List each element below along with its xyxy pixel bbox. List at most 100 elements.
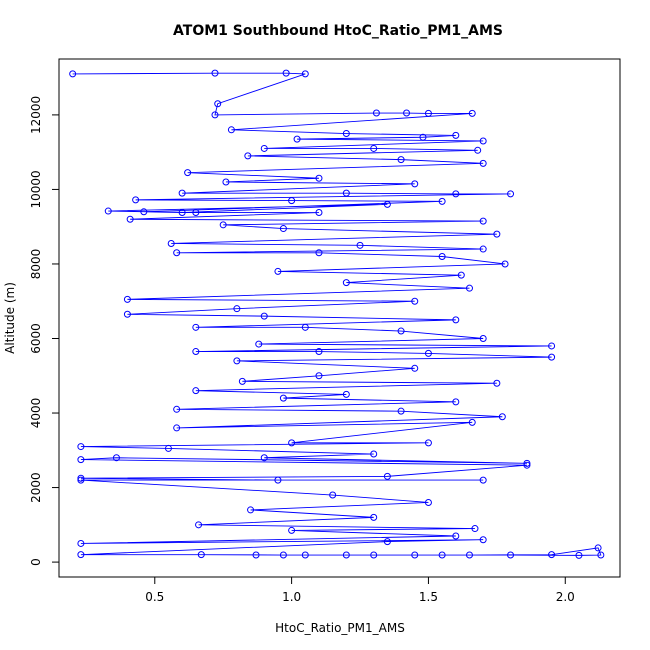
data-point [274, 267, 282, 275]
data-point [397, 156, 405, 164]
data-point [493, 379, 501, 387]
data-point [279, 225, 287, 233]
x-axis: 0.5 1.0 1.5 2.0 [145, 576, 575, 604]
y-tick-label: 4000 [29, 398, 43, 429]
data-point [523, 461, 531, 469]
data-point [501, 260, 509, 268]
data-point [301, 70, 309, 78]
data-point [184, 169, 192, 177]
data-point [77, 476, 85, 484]
data-point [77, 539, 85, 547]
data-point [227, 126, 235, 134]
data-point [479, 159, 487, 167]
data-point [315, 249, 323, 257]
data-point [197, 551, 205, 559]
data-point [479, 536, 487, 544]
data-point [403, 109, 411, 117]
data-point [279, 551, 287, 559]
data-point [252, 551, 260, 559]
data-point [597, 551, 605, 559]
data-point [370, 144, 378, 152]
data-point [342, 130, 350, 138]
data-point [523, 459, 531, 467]
x-tick-label: 1.0 [282, 590, 301, 604]
data-point [238, 377, 246, 385]
series-lines [72, 72, 602, 556]
data-point [370, 513, 378, 521]
data-point [255, 340, 263, 348]
data-point [424, 439, 432, 447]
data-point [383, 200, 391, 208]
data-point [383, 472, 391, 480]
data-point [594, 544, 602, 552]
data-point [315, 372, 323, 380]
data-point [452, 316, 460, 324]
data-point [293, 135, 301, 143]
data-point [479, 137, 487, 145]
data-point [195, 521, 203, 529]
data-point [493, 230, 501, 238]
y-tick-label: 12000 [29, 96, 43, 134]
data-point [77, 456, 85, 464]
data-point [112, 454, 120, 462]
data-point [301, 551, 309, 559]
data-point [140, 208, 148, 216]
data-point [342, 279, 350, 287]
data-point [192, 209, 200, 217]
y-tick-label: 0 [29, 558, 43, 566]
series-points [69, 69, 605, 559]
data-point [274, 476, 282, 484]
data-point [411, 180, 419, 188]
data-point [288, 439, 296, 447]
y-tick-label: 2000 [29, 472, 43, 503]
data-point [77, 551, 85, 559]
data-point [424, 109, 432, 117]
data-point [173, 405, 181, 413]
data-point [123, 310, 131, 318]
data-point [164, 444, 172, 452]
data-point [356, 241, 364, 249]
data-point [438, 551, 446, 559]
data-point [211, 69, 219, 77]
data-point [173, 249, 181, 257]
data-point [397, 327, 405, 335]
data-point [465, 551, 473, 559]
data-point [468, 109, 476, 117]
data-point [214, 100, 222, 108]
data-point [452, 398, 460, 406]
data-point [167, 239, 175, 247]
data-point [498, 413, 506, 421]
data-point [315, 209, 323, 217]
x-axis-label: HtoC_Ratio_PM1_AMS [275, 621, 405, 635]
data-point [233, 357, 241, 365]
data-point [247, 506, 255, 514]
data-point [411, 364, 419, 372]
data-point [301, 323, 309, 331]
data-point [372, 109, 380, 117]
data-point [211, 111, 219, 119]
data-point [260, 454, 268, 462]
x-tick-label: 1.5 [419, 590, 438, 604]
y-axis: 0 2000 4000 6000 8000 10000 12000 [29, 96, 60, 566]
data-point [222, 178, 230, 186]
data-point [548, 342, 556, 350]
data-point [452, 131, 460, 139]
data-point [342, 189, 350, 197]
data-point [192, 323, 200, 331]
data-point [457, 271, 465, 279]
y-tick-label: 8000 [29, 249, 43, 280]
data-point [288, 197, 296, 205]
data-point [383, 538, 391, 546]
data-point [315, 174, 323, 182]
chart-title: ATOM1 Southbound HtoC_Ratio_PM1_AMS [173, 23, 503, 39]
data-point [479, 334, 487, 342]
data-point [438, 253, 446, 261]
data-point [465, 284, 473, 292]
data-point [279, 394, 287, 402]
data-point [192, 348, 200, 356]
y-tick-label: 10000 [29, 170, 43, 208]
data-point [173, 424, 181, 432]
data-point [192, 387, 200, 395]
data-point [244, 152, 252, 160]
data-point [126, 215, 134, 223]
